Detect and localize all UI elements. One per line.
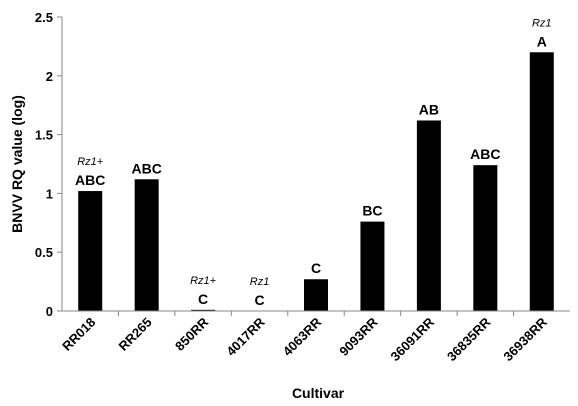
y-tick-label: 2.5 <box>35 10 53 25</box>
group-label-9093RR: BC <box>362 203 382 219</box>
y-axis: 0 0.5 1 1.5 2 2.5 <box>35 10 63 319</box>
group-label-36938RR: A <box>537 33 547 49</box>
bar-850RR <box>191 309 216 311</box>
y-tick-label: 2 <box>46 69 53 84</box>
bar-RR265 <box>134 179 159 311</box>
x-tick-label-36938RR: 36938RR <box>500 314 550 364</box>
x-tick-label-RR018: RR018 <box>59 315 98 354</box>
bar-36938RR <box>529 52 554 311</box>
gene-label-36938RR: Rz1 <box>532 17 552 29</box>
bar-9093RR <box>360 221 385 311</box>
bar-4063RR <box>304 279 328 311</box>
x-tick-label-36835RR: 36835RR <box>444 314 494 364</box>
group-label-850RR: C <box>198 291 208 307</box>
group-label-36835RR: ABC <box>470 146 500 162</box>
x-tick-label-4063RR: 4063RR <box>280 314 325 359</box>
bar-RR018 <box>78 191 103 311</box>
group-label-RR018: ABC <box>75 172 105 188</box>
bar-36091RR <box>416 120 441 311</box>
group-label-4063RR: C <box>311 260 321 276</box>
x-tick-label-9093RR: 9093RR <box>336 314 381 359</box>
gene-label-4017RR: Rz1 <box>250 276 270 288</box>
gene-label-RR018: Rz1+ <box>77 156 104 168</box>
bar-36835RR <box>473 165 498 311</box>
y-tick-label: 1 <box>46 186 53 201</box>
x-axis-title: Cultivar <box>292 385 345 401</box>
x-tick-label-36091RR: 36091RR <box>388 314 438 364</box>
x-tick-label-850RR: 850RR <box>172 314 212 354</box>
y-tick-label: 0.5 <box>35 245 53 260</box>
y-tick-label: 1.5 <box>35 128 53 143</box>
gene-label-850RR: Rz1+ <box>190 275 217 287</box>
group-label-RR265: ABC <box>131 160 161 176</box>
x-axis: RR018 RR265 850RR 4017RR 4063RR 9093RR 36091RR… <box>59 310 570 364</box>
y-tick-label: 0 <box>46 304 53 319</box>
bars: ABC Rz1+ ABC C Rz1+ C Rz1 C BC AB ABC A Rz1 <box>75 17 554 311</box>
group-label-4017RR: C <box>254 292 264 308</box>
x-tick-label-RR265: RR265 <box>116 315 155 354</box>
y-axis-title: BNVV RQ value (log) <box>9 95 25 233</box>
group-label-36091RR: AB <box>419 101 439 117</box>
x-tick-label-4017RR: 4017RR <box>223 314 268 359</box>
